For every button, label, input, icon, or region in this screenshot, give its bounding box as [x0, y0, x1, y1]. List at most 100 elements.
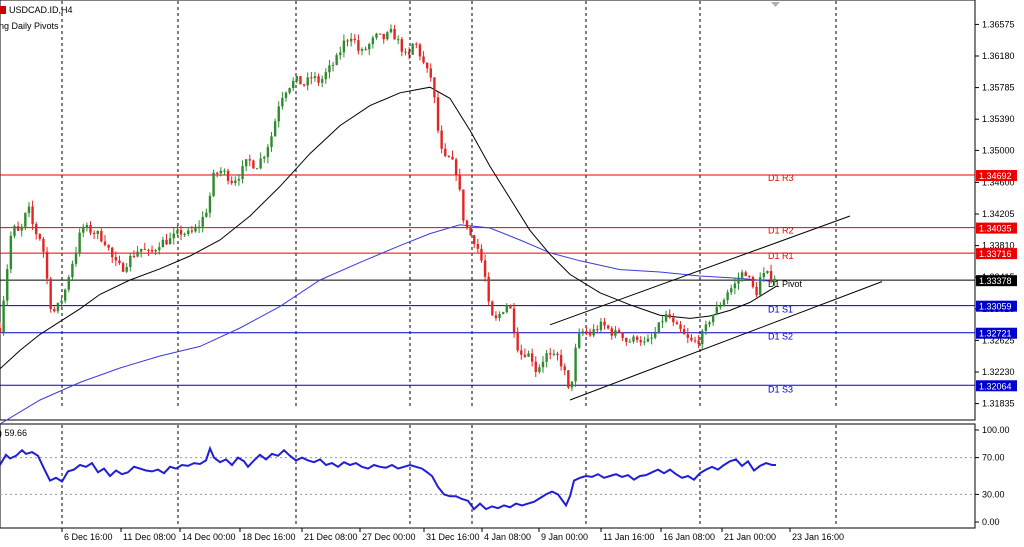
candle-body-117: [422, 56, 425, 63]
candle-body-80: [288, 88, 291, 93]
candle-body-21: [74, 252, 78, 264]
candle-body-206: [744, 272, 747, 277]
pivot-price-label-1: 1.34035: [979, 224, 1012, 234]
candle-body-119: [429, 68, 432, 78]
pivot-price-box-4: [976, 300, 1017, 312]
candle-body-130: [469, 227, 472, 236]
candle-body-211: [762, 272, 766, 278]
pivot-price-label-6: 1.32064: [979, 381, 1012, 391]
time-tick-label-8: 4 Jan 08:00: [484, 532, 531, 542]
candle-body-69: [248, 159, 251, 161]
candle-body-27: [96, 230, 99, 234]
time-tick-label-10: 11 Jan 16:00: [603, 532, 654, 542]
candle-body-48: [172, 233, 175, 239]
osc-tick-label-3: 0.00: [982, 517, 1000, 527]
candle-body-7: [24, 213, 27, 227]
candle-body-142: [512, 308, 516, 333]
scroll-marker-icon[interactable]: [771, 2, 780, 7]
candle-body-26: [92, 232, 96, 234]
candle-body-87: [313, 76, 317, 79]
pivot-price-label-5: 1.32721: [979, 329, 1012, 339]
candle-body-182: [657, 322, 661, 334]
candle-body-45: [161, 239, 165, 248]
candle-body-31: [111, 247, 114, 258]
candle-body-188: [679, 324, 682, 330]
candle-body-195: [704, 324, 708, 331]
candle-body-173: [625, 338, 628, 342]
time-tick-label-11: 16 Jan 08:00: [663, 532, 715, 542]
price-tick-label-2: 1.35785: [982, 83, 1015, 93]
candle-body-57: [205, 212, 208, 217]
candle-body-9: [31, 206, 34, 225]
candle-body-81: [292, 80, 295, 89]
candle-body-6: [20, 226, 23, 231]
pivot-price-label-4: 1.33059: [979, 302, 1012, 312]
candle-body-139: [501, 312, 505, 314]
main-plot-frame: [0, 0, 976, 421]
candle-body-59: [212, 172, 215, 196]
ma-fast-line: [0, 86, 777, 370]
candle-body-1: [2, 300, 5, 333]
candle-body-137: [494, 315, 498, 318]
pivot-name-2: D1 R1: [768, 251, 794, 261]
candle-body-155: [559, 355, 563, 367]
pivot-name-5: D1 S2: [768, 332, 793, 342]
candle-body-14: [49, 278, 52, 310]
candle-body-191: [690, 337, 693, 341]
pivot-name-6: D1 S3: [768, 384, 793, 394]
candle-body-160: [578, 333, 581, 348]
time-tick-label-13: 23 Jan 16:00: [792, 532, 844, 542]
candle-body-132: [476, 244, 480, 249]
pivot-name-1: D1 R2: [768, 226, 794, 236]
candle-body-108: [389, 28, 393, 33]
candle-body-15: [53, 309, 56, 312]
candle-body-134: [483, 260, 487, 277]
candle-body-83: [299, 76, 302, 85]
candle-body-54: [194, 226, 197, 232]
candle-body-196: [708, 322, 711, 325]
candle-body-159: [574, 347, 577, 382]
candle-body-115: [415, 43, 418, 45]
candle-body-62: [223, 170, 226, 172]
candle-body-176: [635, 336, 639, 341]
candle-body-50: [179, 230, 183, 235]
candle-body-3: [9, 235, 13, 270]
candle-body-172: [621, 332, 624, 339]
candle-body-101: [364, 49, 367, 51]
candle-body-79: [284, 92, 288, 98]
candle-body-170: [614, 330, 617, 336]
candle-body-64: [230, 180, 233, 184]
candle-body-33: [118, 260, 121, 264]
time-tick-label-7: 31 Dec 16:00: [426, 532, 480, 542]
candle-body-189: [682, 329, 686, 335]
osc-tick-label-2: 30.00: [982, 489, 1005, 499]
candle-body-72: [259, 158, 262, 169]
candle-body-85: [306, 77, 309, 86]
candle-body-111: [400, 39, 404, 52]
candle-body-165: [596, 329, 599, 331]
moving-averages: [0, 86, 777, 425]
pivot-name-0: D1 R3: [768, 173, 794, 183]
candle-body-100: [360, 49, 364, 51]
candle-body-46: [165, 239, 168, 245]
candle-body-32: [114, 257, 118, 261]
candle-body-52: [187, 230, 190, 235]
candle-body-129: [465, 220, 469, 228]
candle-body-70: [252, 160, 255, 169]
candle-body-133: [480, 248, 483, 261]
candle-body-95: [342, 40, 346, 53]
candle-body-109: [393, 28, 396, 40]
candle-body-65: [234, 180, 237, 184]
price-tick-label-4: 1.35000: [982, 145, 1015, 155]
oscillator-line: [0, 445, 776, 511]
pivot-price-label-0: 1.34692: [979, 171, 1012, 181]
pivot-price-labels: 1.34692 1.34035 1.33716 1.33378 1.33059 1.327…: [976, 170, 1017, 392]
candle-body-2: [6, 269, 9, 301]
candle-body-143: [516, 332, 519, 351]
candle-body-16: [56, 302, 60, 312]
symbol-color-marker: [0, 6, 6, 14]
candle-body-202: [730, 288, 733, 293]
candle-body-105: [378, 33, 382, 35]
candle-body-192: [693, 340, 697, 342]
